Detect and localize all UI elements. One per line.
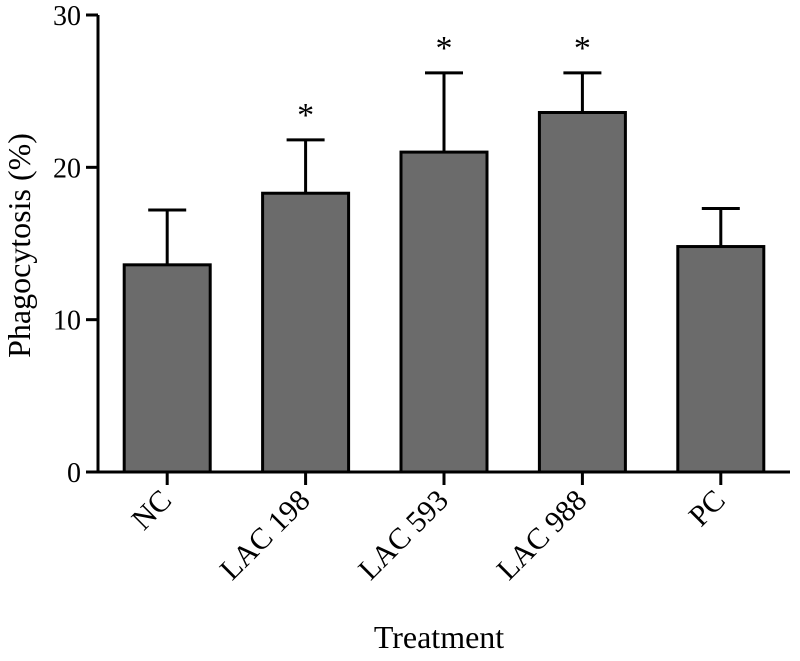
x-ticks: NC LAC 198 LAC 593 LAC 988 PC (125, 472, 732, 587)
x-tick-label: LAC 198 (214, 484, 317, 587)
bar (122, 263, 212, 474)
x-tick-label: NC (125, 484, 178, 537)
bars-layer: * * * (122, 30, 766, 474)
x-tick-label: LAC 593 (352, 484, 455, 587)
y-tick-label: 10 (53, 306, 81, 337)
x-tick-label: LAC 988 (490, 484, 593, 587)
bar (537, 110, 627, 474)
significance-marker: * (436, 30, 453, 67)
y-tick-label: 0 (67, 458, 81, 489)
y-tick-label: 30 (53, 1, 81, 32)
y-axis-title: Phagocytosis (%) (1, 133, 37, 358)
bar (399, 150, 489, 474)
x-axis-title: Treatment (374, 619, 504, 655)
significance-marker: * (574, 30, 591, 67)
significance-marker: * (297, 97, 314, 134)
bar (676, 245, 766, 474)
y-tick-label: 20 (53, 153, 81, 184)
x-tick-label: PC (682, 484, 731, 533)
y-ticks: 0 10 20 30 (53, 1, 98, 489)
bar (261, 191, 351, 474)
